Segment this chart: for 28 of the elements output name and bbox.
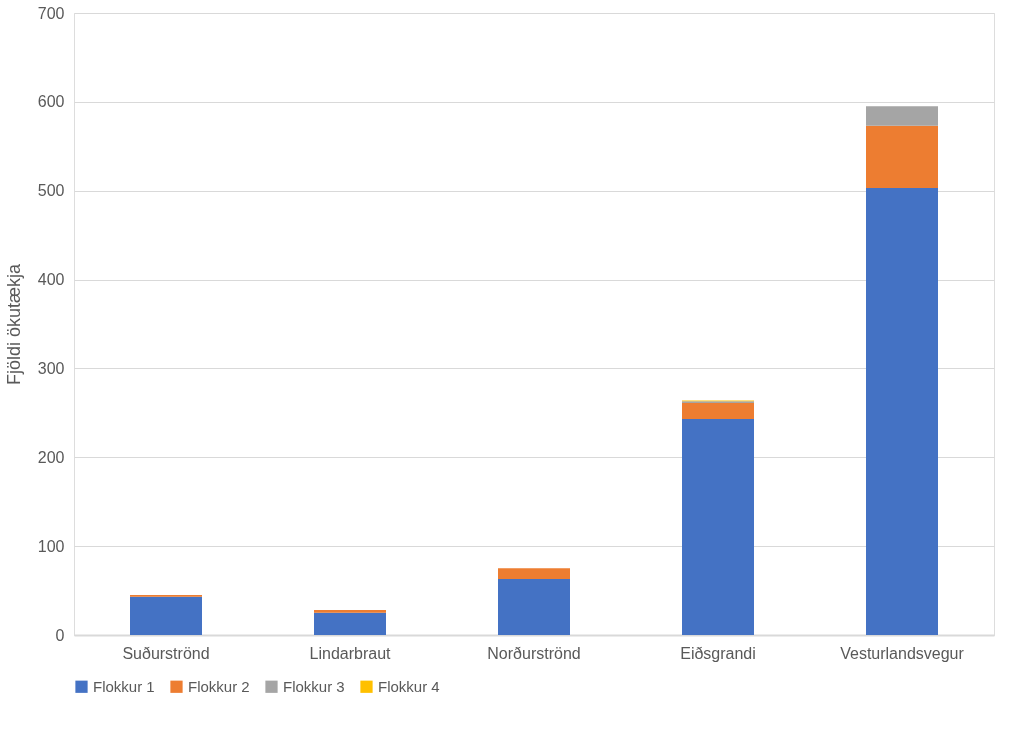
y-tick-label: 300 [37, 359, 65, 377]
y-tick-label: 600 [37, 93, 65, 111]
legend-label: Flokkur 4 [378, 677, 440, 695]
bar [866, 106, 938, 126]
bar [314, 610, 386, 613]
y-tick-label: 0 [55, 626, 65, 644]
bar [498, 568, 570, 580]
x-tick-label: Eiðsgrandi [680, 644, 756, 662]
bar [130, 596, 202, 635]
bar [866, 188, 938, 635]
legend-label: Flokkur 2 [188, 677, 250, 695]
y-tick-label: 100 [37, 537, 65, 555]
x-tick-label: Suðurströnd [122, 644, 210, 662]
x-tick-label: Vesturlandsvegur [840, 644, 965, 662]
legend-label: Flokkur 3 [283, 677, 345, 695]
x-tick-label: Lindarbraut [309, 644, 392, 662]
legend-label: Flokkur 1 [93, 677, 155, 695]
y-tick-label: 400 [37, 271, 65, 289]
bar [682, 419, 754, 635]
bar [866, 125, 938, 189]
y-axis-title: Fjöldi ökutækja [3, 262, 24, 386]
y-tick-label: 500 [37, 182, 65, 200]
bar [498, 579, 570, 635]
bar [314, 612, 386, 635]
y-tick-label: 700 [37, 4, 65, 22]
x-tick-label: Norðurströnd [487, 644, 581, 662]
bar [682, 403, 754, 420]
y-tick-label: 200 [37, 448, 65, 466]
